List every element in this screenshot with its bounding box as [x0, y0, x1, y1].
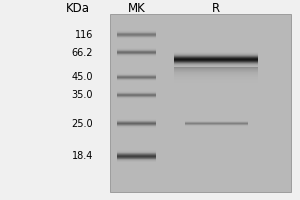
Bar: [117, 122, 156, 123]
Bar: [117, 159, 156, 160]
Bar: [174, 76, 258, 77]
Bar: [117, 30, 156, 31]
Text: 35.0: 35.0: [71, 90, 93, 100]
Bar: [174, 52, 258, 53]
Text: 116: 116: [75, 30, 93, 40]
Bar: [174, 77, 258, 78]
Bar: [174, 59, 258, 60]
Bar: [174, 74, 258, 75]
Bar: [117, 155, 156, 156]
Bar: [174, 69, 258, 70]
Bar: [117, 153, 156, 154]
Bar: [117, 52, 156, 53]
Bar: [174, 65, 258, 66]
Bar: [117, 121, 156, 122]
Bar: [110, 14, 291, 192]
Bar: [117, 126, 156, 127]
Bar: [174, 72, 258, 73]
Bar: [117, 34, 156, 35]
Bar: [174, 66, 258, 67]
Bar: [174, 54, 258, 55]
Bar: [117, 152, 156, 153]
Text: 25.0: 25.0: [71, 119, 93, 129]
Bar: [117, 127, 156, 128]
Bar: [174, 58, 258, 59]
Bar: [117, 157, 156, 158]
Text: 45.0: 45.0: [71, 72, 93, 82]
Bar: [117, 37, 156, 38]
Bar: [117, 54, 156, 55]
Bar: [117, 35, 156, 36]
Text: R: R: [212, 2, 220, 15]
Bar: [117, 150, 156, 151]
Bar: [174, 60, 258, 61]
Bar: [174, 83, 258, 84]
Bar: [174, 81, 258, 82]
Bar: [117, 38, 156, 39]
Text: KDa: KDa: [66, 2, 90, 15]
Bar: [117, 33, 156, 34]
Bar: [117, 154, 156, 155]
Bar: [117, 55, 156, 56]
Bar: [117, 32, 156, 33]
Bar: [174, 73, 258, 74]
Bar: [174, 64, 258, 65]
Text: 66.2: 66.2: [71, 48, 93, 58]
Bar: [174, 56, 258, 57]
Bar: [174, 79, 258, 80]
Bar: [117, 125, 156, 126]
Bar: [174, 78, 258, 79]
Text: MK: MK: [128, 2, 146, 15]
Bar: [174, 53, 258, 54]
Bar: [174, 70, 258, 71]
Bar: [117, 56, 156, 57]
Bar: [174, 68, 258, 69]
Bar: [117, 160, 156, 161]
Bar: [117, 53, 156, 54]
Bar: [117, 123, 156, 124]
Bar: [117, 156, 156, 157]
Bar: [117, 158, 156, 159]
Bar: [174, 67, 258, 68]
Bar: [117, 50, 156, 51]
Bar: [174, 55, 258, 56]
Bar: [117, 49, 156, 50]
Bar: [174, 82, 258, 83]
Bar: [174, 61, 258, 62]
Text: 18.4: 18.4: [72, 151, 93, 161]
Bar: [174, 63, 258, 64]
Bar: [117, 31, 156, 32]
Bar: [117, 161, 156, 162]
Bar: [117, 124, 156, 125]
Bar: [117, 119, 156, 120]
Bar: [174, 57, 258, 58]
Bar: [117, 36, 156, 37]
Bar: [174, 62, 258, 63]
Bar: [117, 151, 156, 152]
Bar: [174, 75, 258, 76]
Bar: [174, 80, 258, 81]
Bar: [117, 48, 156, 49]
Bar: [117, 120, 156, 121]
Bar: [117, 51, 156, 52]
Bar: [174, 71, 258, 72]
